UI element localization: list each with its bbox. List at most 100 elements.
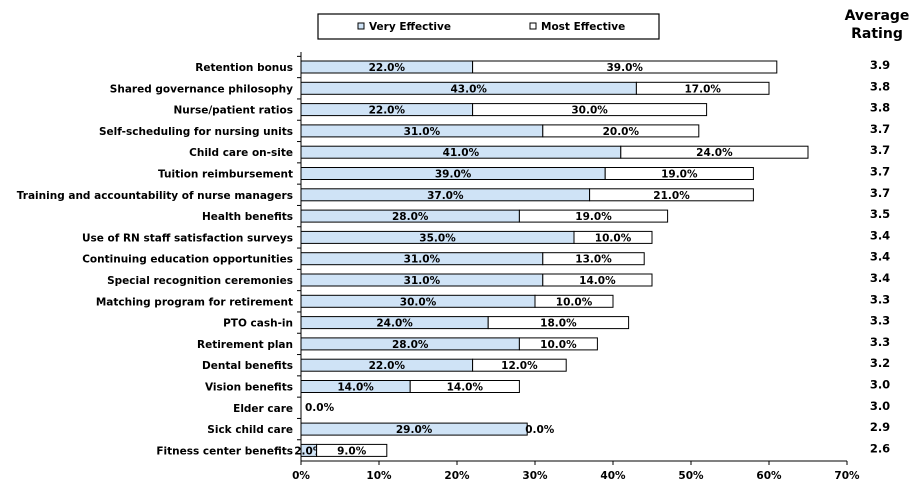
category-label-health-benefits: Health benefits: [202, 211, 293, 223]
data-label-most-effective: 19.0%: [661, 169, 698, 181]
bar-most-effective: [472, 60, 778, 74]
category-label-use-of-rn-staff-satisfaction-surveys: Use of RN staff satisfaction surveys: [82, 232, 293, 244]
average-rating-value: 3.2: [870, 356, 890, 370]
category-label-dental-benefits: Dental benefits: [202, 360, 293, 372]
data-label-very-effective: 41.0%: [443, 147, 480, 159]
data-label-very-effective: 22.0%: [369, 62, 406, 74]
average-rating-value: 3.3: [870, 335, 890, 349]
plot-area: 0% 10% 20% 30% 40% 50% 60% 70% Retention bonus 22…: [17, 52, 890, 482]
average-rating-value: 3.7: [870, 122, 890, 136]
average-rating-value: 3.3: [870, 292, 890, 306]
data-label-most-effective: 14.0%: [447, 382, 484, 394]
category-label-vision-benefits: Vision benefits: [205, 382, 293, 394]
data-label-very-effective: 43.0%: [450, 83, 487, 95]
average-rating-value: 2.9: [870, 420, 890, 434]
category-label-nurse-patient-ratios: Nurse/patient ratios: [174, 105, 293, 117]
data-label-most-effective: 0.0%: [525, 424, 555, 436]
x-tick-label: 30%: [522, 470, 548, 482]
data-label-most-effective: 14.0%: [579, 275, 616, 287]
data-label-most-effective: 20.0%: [603, 126, 640, 138]
average-rating-value: 3.0: [870, 378, 890, 392]
data-label-most-effective: 12.0%: [501, 360, 538, 372]
data-label-very-effective: 31.0%: [404, 254, 441, 266]
category-label-retirement-plan: Retirement plan: [197, 339, 293, 351]
legend-frame: [317, 13, 660, 40]
category-label-retention-bonus: Retention bonus: [195, 62, 293, 74]
category-label-matching-program-for-retirement: Matching program for retirement: [96, 296, 293, 308]
bar-very-effective: [300, 422, 528, 436]
average-rating-value: 2.6: [870, 441, 890, 455]
data-label-very-effective: 30.0%: [400, 296, 437, 308]
data-label-most-effective: 30.0%: [571, 105, 608, 117]
data-label-very-effective: 0.0%: [305, 402, 335, 414]
category-label-fitness-center-benefits: Fitness center benefits: [156, 445, 293, 457]
bar-most-effective: [589, 188, 754, 202]
bar-most-effective: [635, 81, 770, 95]
data-label-most-effective: 19.0%: [575, 211, 612, 223]
x-tick-label: 50%: [678, 470, 704, 482]
data-label-very-effective: 37.0%: [427, 190, 464, 202]
bar-most-effective: [604, 167, 754, 180]
category-label-elder-care: Elder care: [233, 403, 293, 415]
average-rating-value: 3.0: [870, 399, 890, 413]
legend-swatch-very-effective: [357, 22, 365, 30]
average-rating-value: 3.5: [870, 207, 890, 221]
x-tick-label: 60%: [756, 470, 782, 482]
data-label-very-effective: 22.0%: [369, 360, 406, 372]
category-label-special-recognition-ceremonies: Special recognition ceremonies: [107, 275, 293, 287]
average-rating-value: 3.4: [870, 271, 890, 285]
legend: Very Effective Most Effective: [317, 13, 660, 40]
x-tick-label: 70%: [834, 470, 860, 482]
bar-most-effective: [487, 316, 630, 330]
bar-most-effective: [620, 145, 809, 159]
rating-title-line1: Average: [845, 8, 910, 24]
data-label-most-effective: 24.0%: [696, 147, 733, 159]
x-tick-label: 10%: [366, 470, 392, 482]
data-label-very-effective: 31.0%: [404, 275, 441, 287]
data-label-very-effective: 24.0%: [376, 318, 413, 330]
category-label-self-scheduling-for-nursing-units: Self-scheduling for nursing units: [99, 126, 293, 138]
legend-label-most-effective: Most Effective: [541, 21, 625, 33]
bar-most-effective: [542, 252, 645, 266]
legend-swatch-most-effective: [529, 22, 537, 30]
average-rating-value: 3.7: [870, 165, 890, 179]
data-label-most-effective: 10.0%: [540, 339, 577, 351]
data-label-very-effective: 35.0%: [419, 232, 456, 244]
average-rating-value: 3.4: [870, 250, 890, 264]
category-label-pto-cash-in: PTO cash-in: [223, 318, 293, 330]
bar-most-effective: [542, 124, 700, 138]
average-rating-value: 3.4: [870, 228, 890, 242]
bar-most-effective: [534, 294, 614, 308]
category-label-continuing-education-opportunities: Continuing education opportunities: [82, 254, 293, 266]
average-rating-value: 3.8: [870, 79, 890, 93]
bar-most-effective: [472, 358, 567, 372]
bar-most-effective: [472, 103, 708, 117]
data-label-most-effective: 9.0%: [337, 445, 367, 457]
data-label-very-effective: 22.0%: [369, 105, 406, 117]
bar-most-effective: [518, 337, 598, 351]
average-rating-value: 3.7: [870, 143, 890, 157]
bar-most-effective: [542, 273, 653, 287]
x-tick-label: 20%: [444, 470, 470, 482]
average-rating-value: 3.9: [870, 58, 890, 72]
category-label-sick-child-care: Sick child care: [207, 424, 293, 436]
data-label-most-effective: 10.0%: [595, 232, 632, 244]
average-rating-value: 3.3: [870, 314, 890, 328]
data-label-very-effective: 39.0%: [435, 169, 472, 181]
data-label-most-effective: 13.0%: [575, 254, 612, 266]
data-label-very-effective: 28.0%: [392, 339, 429, 351]
data-label-most-effective: 10.0%: [556, 296, 593, 308]
average-rating-value: 3.7: [870, 186, 890, 200]
bar-most-effective: [518, 209, 669, 223]
data-label-most-effective: 39.0%: [606, 62, 643, 74]
category-label-shared-governance-philosophy: Shared governance philosophy: [110, 83, 293, 95]
data-label-most-effective: 17.0%: [684, 83, 721, 95]
bar-most-effective: [573, 230, 653, 244]
bar-most-effective: [316, 443, 388, 457]
x-tick-label: 0%: [292, 470, 310, 482]
average-rating-value: 3.8: [870, 101, 890, 115]
data-label-very-effective: 14.0%: [337, 382, 374, 394]
legend-label-very-effective: Very Effective: [369, 21, 451, 33]
category-label-training-and-accountability-of-nurse-managers: Training and accountability of nurse man…: [17, 190, 293, 202]
